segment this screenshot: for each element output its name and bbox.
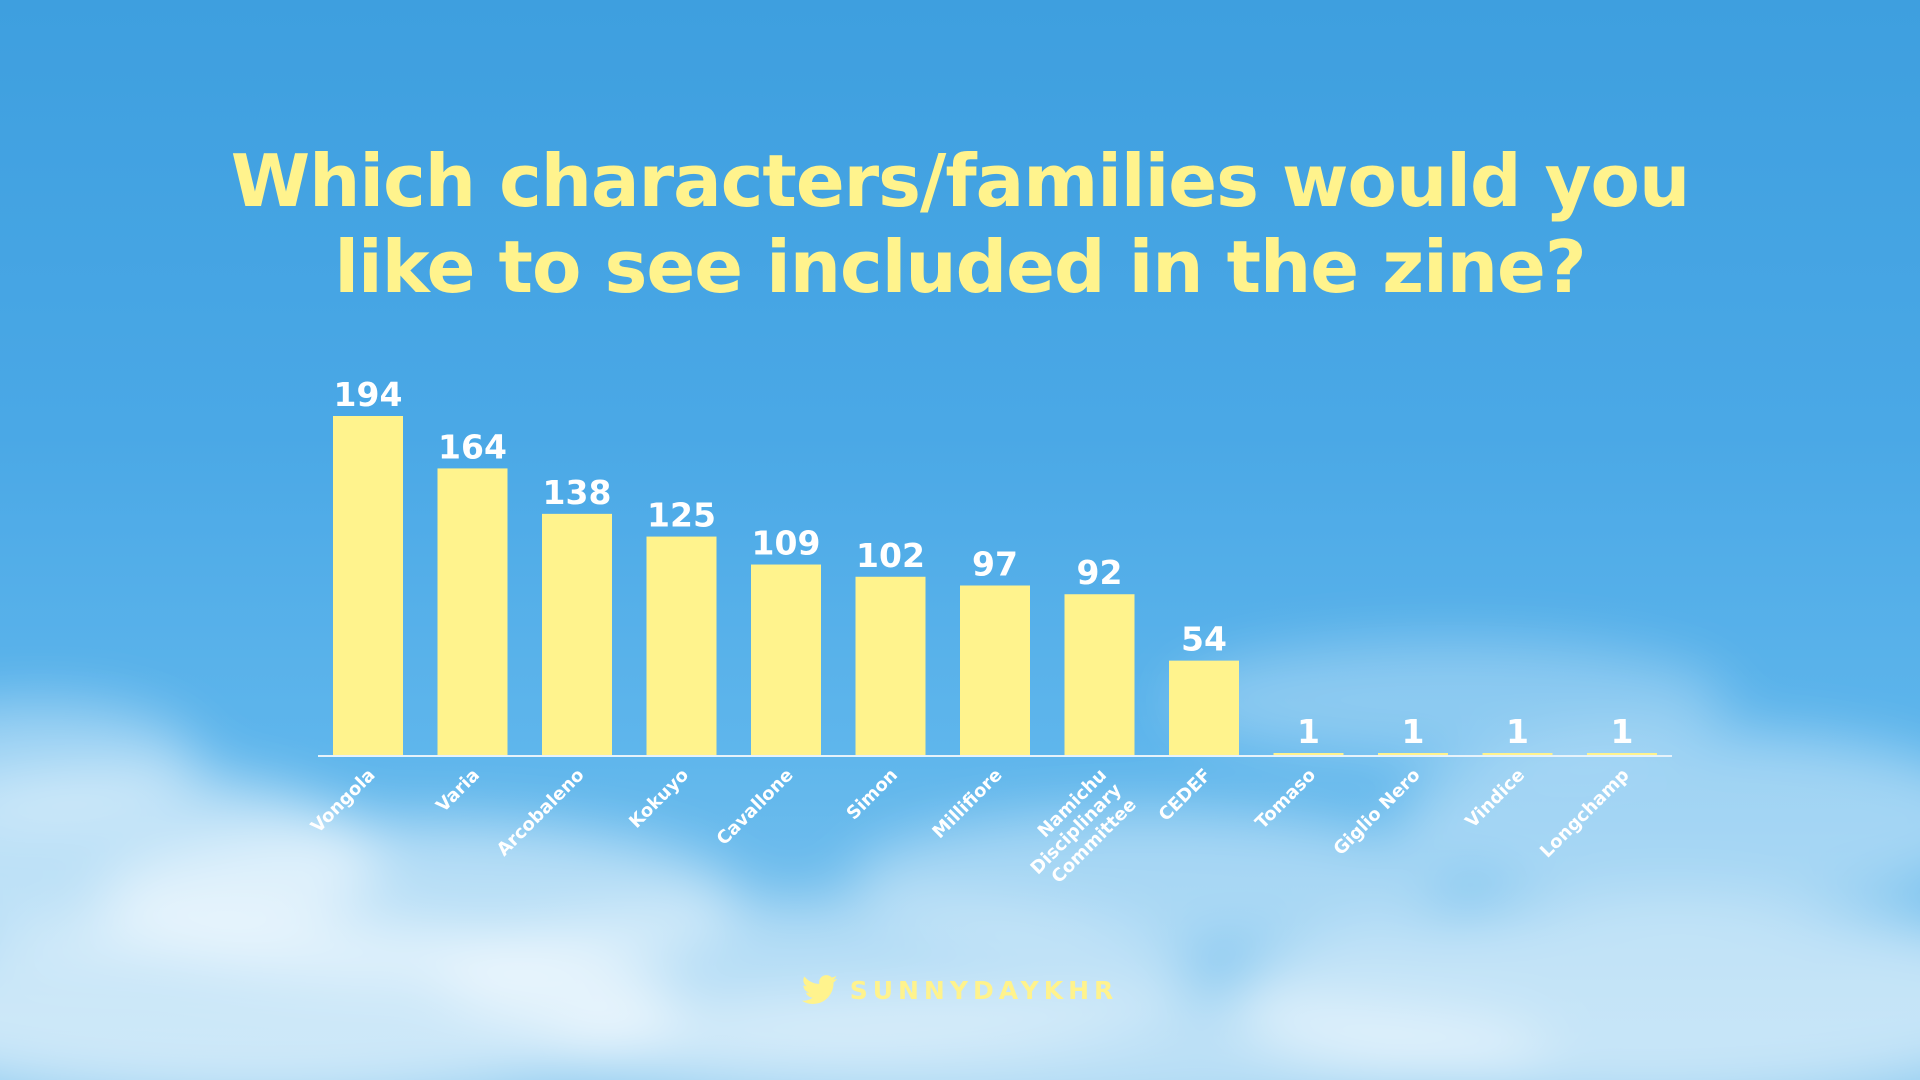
bar-simon [855, 576, 926, 755]
bar-varia [437, 468, 508, 755]
bar-namichu-disciplinary-committee [1064, 594, 1135, 755]
value-label-vindice: 1 [1506, 712, 1529, 751]
category-label-group: Vongola Varia Arcobaleno Kokuyo Cavallone Sim… [307, 765, 1634, 894]
value-label-arcobaleno: 138 [543, 473, 612, 512]
bar-group [333, 416, 1657, 755]
value-label-varia: 164 [438, 427, 507, 466]
bar-cavallone [751, 564, 821, 755]
chart-title-line-2: like to see included in the zine? [334, 225, 1586, 309]
footer: SUNNYDAYKHR [800, 970, 1120, 1010]
bar-giglio-nero [1378, 753, 1448, 755]
value-label-kokuyo: 125 [647, 496, 716, 535]
bar-vongola [333, 416, 403, 755]
category-label-millifiore: Millifiore [928, 765, 1006, 843]
category-label-cedef: CEDEF [1155, 765, 1216, 826]
value-label-longchamp: 1 [1611, 712, 1634, 751]
chart-title-line-1: Which characters/families would you [230, 139, 1690, 223]
value-label-giglio-nero: 1 [1402, 712, 1425, 751]
category-label-giglio-nero: Giglio Nero [1330, 765, 1425, 860]
category-label-vindice: Vindice [1461, 765, 1529, 833]
value-label-simon: 102 [856, 536, 925, 575]
category-label-varia: Varia [432, 765, 484, 817]
value-label-namichu-disciplinary-committee: 92 [1077, 553, 1123, 592]
category-label-namichu-disciplinary-committee: NamichuDisciplinaryCommittee [1012, 765, 1141, 894]
category-label-cavallone: Cavallone [713, 765, 798, 850]
value-label-vongola: 194 [334, 375, 403, 414]
value-label-millifiore: 97 [972, 545, 1018, 584]
category-label-arcobaleno: Arcobaleno [493, 765, 589, 861]
category-label-tomaso: Tomaso [1251, 765, 1320, 834]
category-label-kokuyo: Kokuyo [625, 765, 693, 833]
bar-cedef [1169, 660, 1239, 755]
category-label-simon: Simon [843, 765, 902, 824]
value-label-tomaso: 1 [1297, 712, 1320, 751]
value-label-cavallone: 109 [752, 524, 821, 563]
value-label-group: 194 164 138 125 109 102 97 92 54 1 1 1 1 [334, 375, 1634, 751]
bar-vindice [1482, 753, 1553, 755]
bar-tomaso [1273, 753, 1344, 755]
chart-title: Which characters/families would you like… [160, 138, 1760, 310]
twitter-handle[interactable]: SUNNYDAYKHR [849, 975, 1119, 1005]
category-label-longchamp: Longchamp [1536, 765, 1634, 863]
value-label-cedef: 54 [1181, 620, 1227, 659]
twitter-bird-icon[interactable] [801, 975, 838, 1005]
bar-arcobaleno [542, 513, 612, 755]
bar-kokuyo [646, 536, 717, 755]
bar-millifiore [960, 585, 1030, 755]
bar-longchamp [1587, 753, 1657, 755]
category-label-vongola: Vongola [307, 765, 380, 838]
